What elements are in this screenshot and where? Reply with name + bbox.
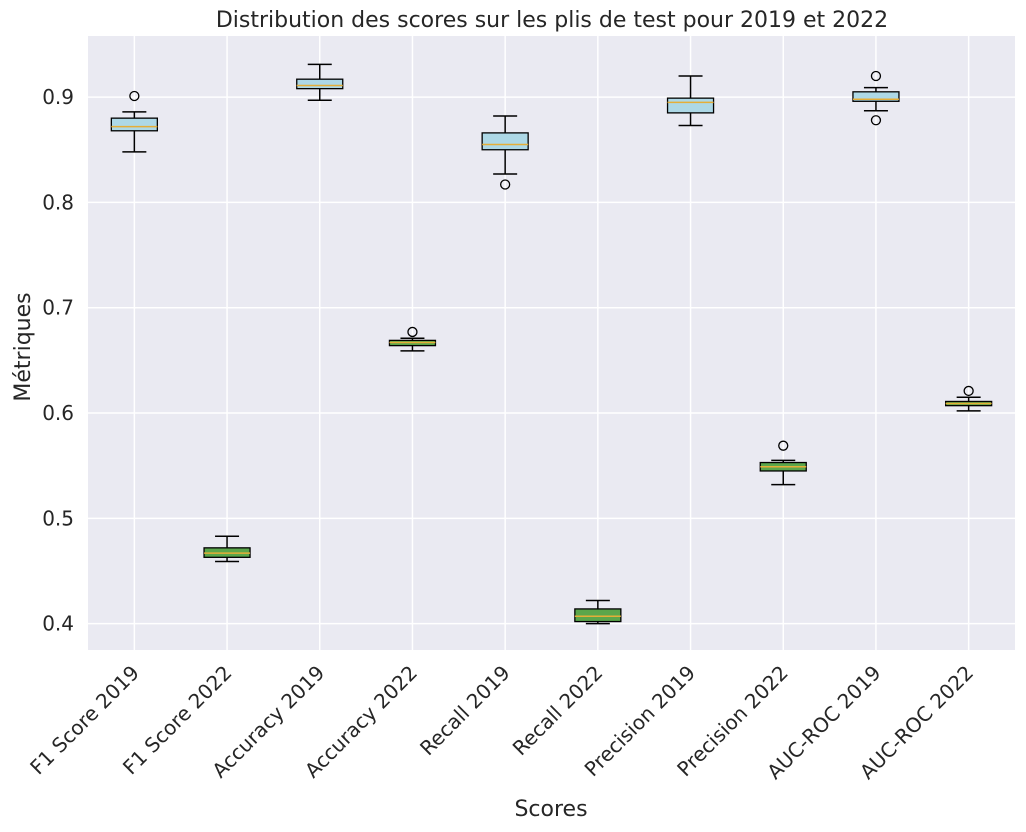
box-7 [666, 75, 715, 127]
box-body [110, 117, 158, 132]
box-body [852, 91, 900, 102]
box-body [666, 97, 715, 114]
box-2 [203, 535, 251, 563]
chart-title: Distribution des scores sur les plis de … [216, 8, 888, 33]
box-body [574, 608, 622, 623]
x-axis-label: Scores [514, 797, 587, 822]
box-10 [945, 385, 993, 412]
y-tick-label: 0.6 [42, 401, 74, 425]
y-tick-label: 0.7 [42, 296, 74, 320]
outlier-point [870, 70, 882, 82]
box-body [296, 78, 344, 90]
x-tick-label: Recall 2022 [508, 661, 608, 761]
y-axis-label: Métriques [11, 292, 36, 401]
box-9 [852, 70, 900, 126]
box-1 [110, 90, 158, 153]
box-3 [296, 63, 344, 101]
outlier-point [870, 115, 882, 126]
y-axis-ticks: 0.4 0.5 0.6 0.7 0.8 0.9 [42, 85, 74, 636]
y-tick-label: 0.5 [42, 506, 74, 530]
box-8 [759, 440, 807, 486]
y-tick-label: 0.4 [42, 612, 74, 636]
outlier-point [407, 326, 418, 338]
box-body [481, 132, 529, 151]
box-series [110, 63, 993, 625]
outlier-point [963, 385, 974, 397]
box-4 [388, 326, 437, 352]
x-tick-label: Recall 2019 [415, 661, 515, 761]
y-tick-label: 0.8 [42, 190, 74, 214]
outlier-point [499, 179, 511, 190]
y-tick-label: 0.9 [42, 85, 74, 109]
box-6 [574, 599, 622, 625]
outlier-point [778, 440, 789, 451]
outlier-point [129, 90, 140, 102]
box-5 [481, 115, 529, 190]
